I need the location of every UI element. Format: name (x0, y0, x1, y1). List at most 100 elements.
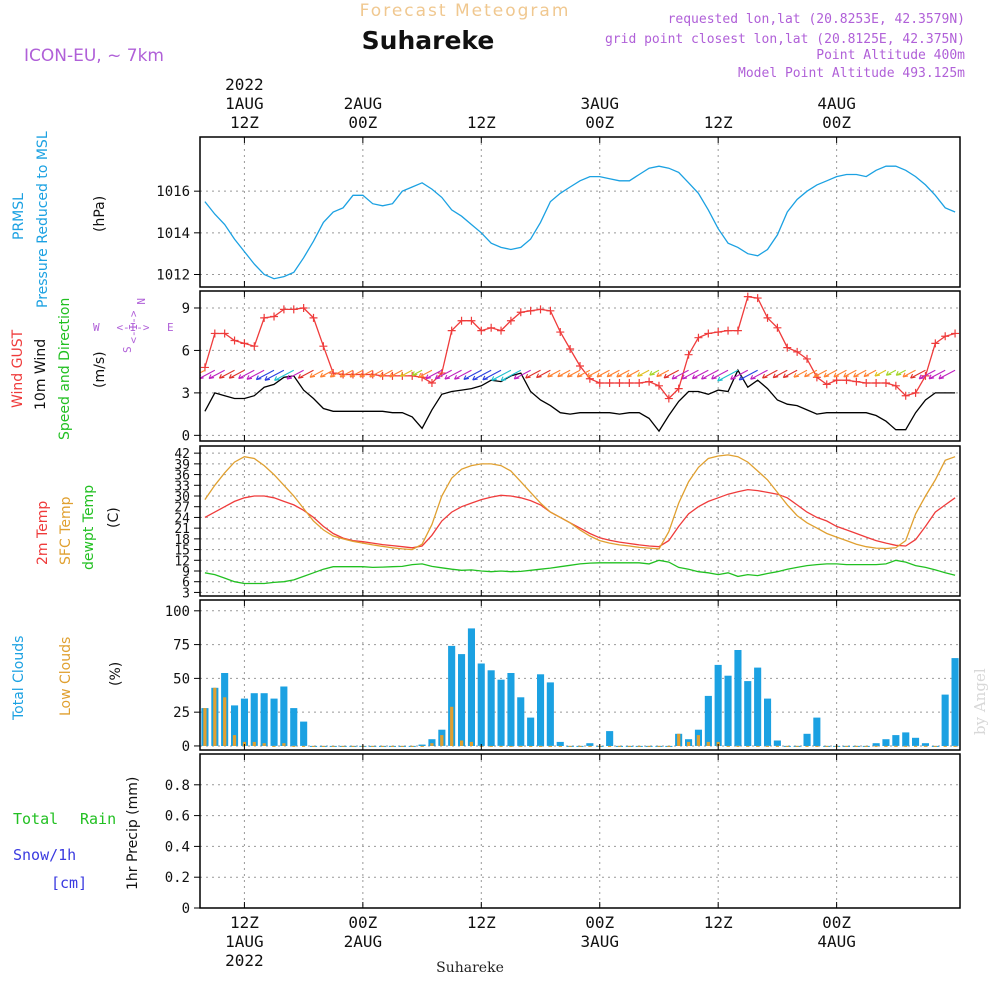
cloud-labels: Total Clouds Low Clouds (%) (11, 636, 124, 721)
bar (736, 745, 740, 747)
bar (270, 698, 278, 746)
bar (813, 717, 821, 746)
wind-arrow (264, 369, 285, 381)
xtick-label-bottom: 3AUG (580, 932, 619, 951)
wind-arrow (885, 369, 897, 376)
wind-arrow (691, 369, 709, 380)
gust-marker (260, 313, 269, 322)
gust-marker (250, 342, 259, 351)
wind-arrow (463, 369, 482, 381)
bar (914, 745, 918, 747)
bar (617, 745, 622, 747)
xtick-label-bottom: 12Z (704, 913, 733, 932)
gust-marker (901, 391, 910, 400)
wind-unit: (m/s) (92, 351, 108, 388)
series-line (204, 368, 956, 433)
bar (487, 670, 495, 746)
bar (280, 686, 288, 746)
bar (588, 745, 592, 747)
bar (647, 745, 651, 747)
wind-arrow (454, 369, 472, 380)
xtick-label-top: 12Z (467, 113, 496, 132)
dewpt-label: dewpt Temp (81, 485, 97, 570)
wind-arrow (823, 369, 837, 378)
marks-wind (200, 292, 960, 433)
ytick-label: 27 (174, 501, 190, 516)
gust-marker (635, 378, 644, 387)
wind-arrow (902, 369, 916, 378)
gust-marker (319, 342, 328, 351)
gust-marker (694, 333, 703, 342)
wind-arrow (339, 369, 354, 378)
bar (933, 745, 937, 747)
wind-arrow (434, 369, 452, 380)
bar (586, 743, 594, 746)
bar (231, 705, 239, 746)
xtick-label-top: 00Z (822, 113, 851, 132)
wind-arrow (319, 369, 334, 378)
gust-marker (576, 362, 584, 370)
gust-marker (408, 371, 417, 380)
bar (704, 695, 712, 746)
ytick-label: 0.8 (165, 778, 190, 794)
bar (292, 745, 296, 747)
precip-cm-label: [cm] (51, 874, 87, 892)
meteogram-title: Forecast Meteogram (360, 1, 571, 21)
bar (400, 745, 404, 747)
ytick-label: 18 (174, 533, 190, 548)
wind-arrow (228, 369, 245, 379)
marks-pressure (204, 165, 956, 280)
bar (290, 708, 298, 746)
ytick-label: 25 (173, 705, 190, 721)
bar (499, 745, 503, 747)
gust-marker (684, 350, 693, 359)
gust-marker (279, 305, 288, 314)
bar (262, 743, 266, 746)
series-line (204, 454, 956, 551)
gust-marker (210, 329, 219, 338)
ytick-label: 0.2 (165, 870, 190, 886)
gust-marker (240, 339, 249, 348)
ytick-label: 42 (174, 447, 190, 462)
bar (882, 739, 890, 746)
xtick-label-top: 2022 (225, 75, 264, 94)
ytick-label: 50 (173, 671, 190, 687)
precip-unit: 1hr Precip (mm) (125, 777, 141, 890)
bar (746, 745, 750, 747)
wind-arrow (472, 369, 492, 381)
wind-compass: W E <-I-> <-I-> N S (93, 298, 174, 353)
wind-arrow (772, 369, 788, 379)
wind-arrow (513, 369, 531, 380)
watermark: by Angel (971, 668, 989, 735)
bar (923, 745, 928, 747)
bar (242, 741, 246, 746)
bar (448, 645, 456, 746)
panel-clouds: 0 25 50 75 100 (165, 599, 961, 755)
xtick-label-top: 12Z (704, 113, 733, 132)
ytick-label: 36 (174, 469, 190, 484)
t2m-label: 2m Temp (35, 501, 51, 565)
wind-labels: Wind GUST 10m Wind Speed and Direction (… (10, 298, 174, 440)
gust-marker (862, 378, 871, 387)
xtick-label-bottom: 00Z (822, 913, 851, 932)
wind-arrow (369, 369, 383, 378)
xtick-label-top: 12Z (230, 113, 259, 132)
bar (250, 693, 258, 746)
gust-marker (595, 378, 604, 387)
panel-pressure: 1012 1014 1016 (156, 136, 961, 288)
wind-arrow (576, 369, 591, 378)
wind-arrow (329, 369, 344, 378)
ytick-label: 21 (174, 522, 190, 537)
bar (300, 721, 308, 746)
pressure-labels: PRMSL Pressure Reduced to MSL (hPa) (11, 131, 108, 308)
bar (667, 745, 671, 747)
wind-arrow (938, 369, 956, 380)
bar (734, 650, 742, 746)
gust-marker (881, 378, 890, 387)
ytick-label: 1016 (156, 184, 190, 200)
wind-arrow (238, 369, 255, 380)
ytick-label: 0.4 (165, 839, 190, 855)
gust-marker (654, 381, 663, 390)
bar (272, 745, 276, 747)
bar (657, 745, 661, 747)
